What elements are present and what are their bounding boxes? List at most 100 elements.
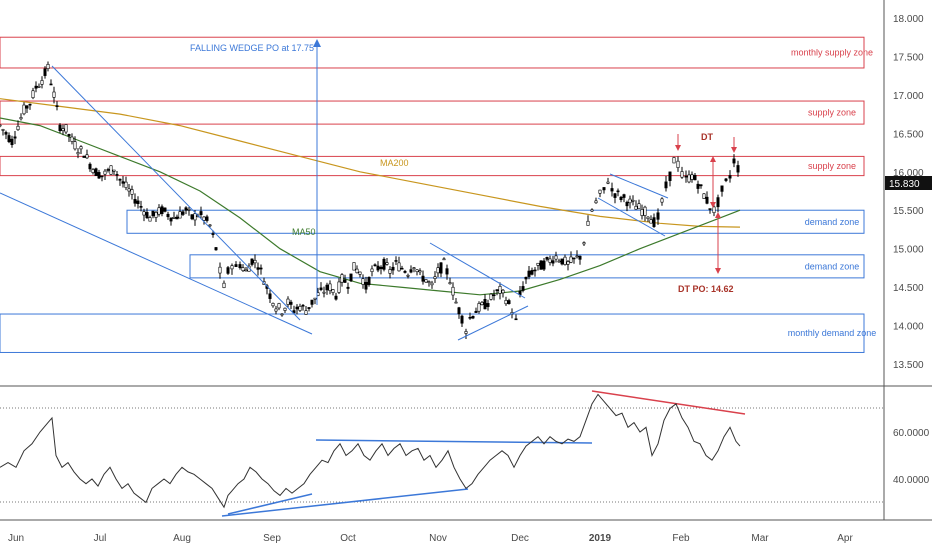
osc-trendline-2 <box>227 493 313 515</box>
candle-body <box>421 275 425 282</box>
candle-body <box>364 281 368 290</box>
candle-body <box>575 255 579 258</box>
candle-body <box>112 169 116 172</box>
osc-tick-label: 60.0000 <box>893 428 930 439</box>
candle-body <box>530 270 534 275</box>
zone-rect <box>0 313 865 353</box>
candle-body <box>566 261 570 265</box>
candle-body <box>687 174 691 183</box>
candle-body <box>286 298 290 305</box>
candle-body <box>539 260 543 270</box>
candle-body <box>157 207 161 215</box>
candle-body <box>181 211 185 215</box>
candle-body <box>439 262 443 274</box>
candle-body <box>268 293 272 299</box>
candle-body <box>634 205 638 210</box>
time-tick-label: Aug <box>173 533 191 544</box>
candle-body <box>486 303 490 307</box>
candle-body <box>690 174 694 180</box>
price-tick-label: 16.000 <box>893 168 924 179</box>
time-tick-label: Dec <box>511 533 529 544</box>
candle-body <box>464 331 468 334</box>
candle-body <box>379 266 383 269</box>
candle-body <box>10 138 14 146</box>
wedge-lower-line <box>0 192 313 335</box>
candle-body <box>495 289 499 292</box>
candle-body <box>118 178 122 181</box>
zone-label: monthly demand zone <box>788 328 877 338</box>
candle-body <box>31 90 35 99</box>
candle-body <box>166 213 170 218</box>
ma-line <box>0 98 741 228</box>
candle-body <box>732 158 736 164</box>
candle-body <box>325 284 329 291</box>
candle-body <box>103 170 107 175</box>
candle-body <box>684 175 688 178</box>
candle-body <box>693 174 697 181</box>
candle-body <box>175 216 179 220</box>
candle-body <box>696 183 700 189</box>
candle-body <box>716 197 720 208</box>
candle-body <box>492 294 496 297</box>
candle-body <box>563 256 567 265</box>
candle-body <box>397 262 401 272</box>
zone-rect <box>126 209 865 234</box>
candle-body <box>0 124 2 127</box>
candle-body <box>40 80 44 85</box>
candle-body <box>289 301 293 305</box>
candle-body <box>202 216 206 221</box>
candle-body <box>628 198 632 204</box>
candle-body <box>382 258 386 270</box>
candle-body <box>136 200 140 205</box>
candle-body <box>736 165 740 173</box>
candle-body <box>67 134 71 137</box>
candle-body <box>160 206 164 214</box>
candle-body <box>313 297 317 300</box>
candle-body <box>514 318 518 321</box>
candle-body <box>699 184 703 187</box>
candle-body <box>46 64 50 69</box>
candle-body <box>259 267 263 270</box>
candle-body <box>277 303 281 309</box>
candle-body <box>527 270 531 277</box>
candle-body <box>298 306 302 311</box>
candle-body <box>637 203 641 210</box>
candle-body <box>480 302 484 305</box>
candle-body <box>358 271 362 275</box>
candle-body <box>376 265 380 271</box>
zone-label: supply zone <box>808 161 856 171</box>
candle-body <box>622 194 626 198</box>
candle-body <box>424 279 428 283</box>
time-tick-label: Jun <box>8 533 24 544</box>
price-tick-label: 13.500 <box>893 360 924 371</box>
price-tick-label: 16.500 <box>893 129 924 140</box>
candle-body <box>406 275 410 277</box>
price-tick-label: 17.500 <box>893 52 924 63</box>
zone-label: demand zone <box>805 261 860 271</box>
candle-body <box>163 207 167 212</box>
candle-body <box>13 136 17 139</box>
candle-body <box>301 304 305 307</box>
candle-body <box>602 187 606 191</box>
zone-rect <box>0 155 865 177</box>
candle-body <box>409 269 413 273</box>
candle-body <box>145 212 149 219</box>
dt-arrow-right-head <box>731 147 737 153</box>
falling-wedge-label: FALLING WEDGE PO at 17.75 <box>190 43 314 53</box>
candle-body <box>373 264 377 267</box>
candle-body <box>283 307 287 311</box>
candle-body <box>139 206 143 208</box>
candle-body <box>427 281 431 283</box>
candle-body <box>672 157 676 164</box>
candle-body <box>349 273 353 282</box>
candle-body <box>94 168 98 176</box>
candle-body <box>483 299 487 310</box>
dt-label: DT <box>701 132 713 142</box>
candle-body <box>154 212 158 218</box>
candle-body <box>73 141 77 150</box>
candle-body <box>271 303 275 307</box>
candle-body <box>109 165 113 175</box>
candle-body <box>214 247 218 251</box>
candle-body <box>668 171 672 181</box>
candle-body <box>88 163 92 170</box>
